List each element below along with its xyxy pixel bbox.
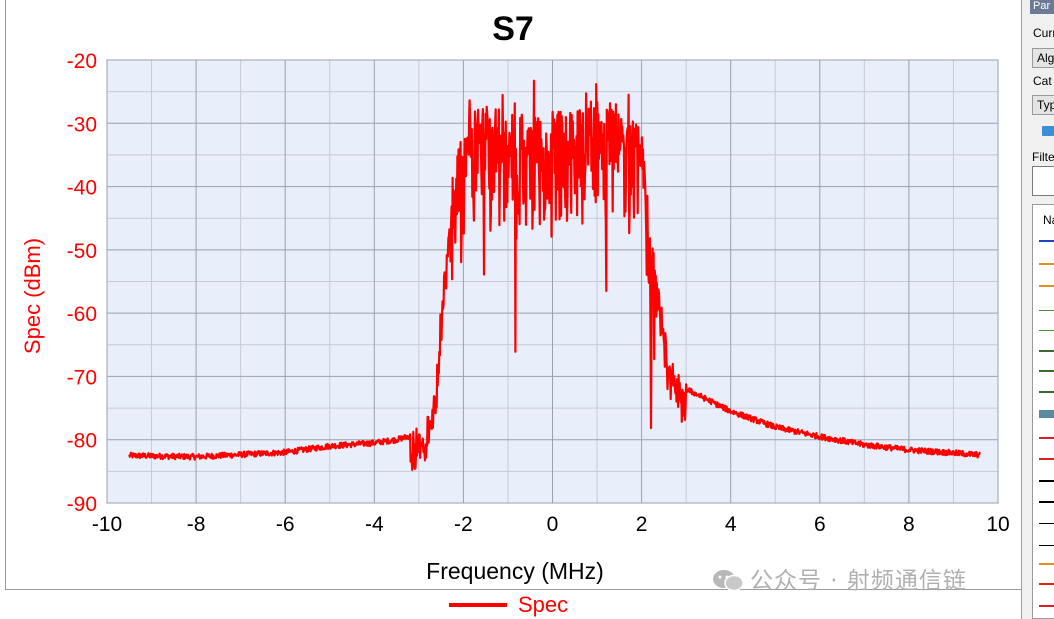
x-tick-label: 8 <box>903 513 915 536</box>
list-header-name: Na <box>1043 213 1054 227</box>
legend-label-spec: Spec <box>518 592 568 617</box>
algorithm-combo[interactable]: Alg <box>1032 48 1054 68</box>
x-tick-label: 10 <box>986 513 1009 536</box>
x-tick-label: 2 <box>636 513 648 536</box>
wechat-icon <box>713 570 744 591</box>
y-tick-label: -20 <box>67 50 97 73</box>
list-item-black-icon[interactable] <box>1039 480 1054 492</box>
plot-bottom-border <box>6 589 1022 590</box>
plot-left-border <box>0 0 6 590</box>
filter-label: Filte <box>1032 150 1054 164</box>
y-axis-label: Spec (dBm) <box>20 238 45 354</box>
list-item-red-icon[interactable] <box>1039 605 1054 617</box>
x-tick-label: -10 <box>92 513 122 536</box>
list-item-red-icon[interactable] <box>1039 458 1054 470</box>
watermark-text: 公众号 · 射频通信链 <box>750 568 967 594</box>
y-tick-label: -40 <box>67 177 97 200</box>
y-tick-label: -80 <box>67 430 97 453</box>
current-label: Curr <box>1033 26 1054 40</box>
list-item-grid-icon[interactable] <box>1039 410 1054 418</box>
list-item-orange-icon[interactable] <box>1039 285 1054 297</box>
y-tick-label: -90 <box>67 493 97 516</box>
y-tick-label: -60 <box>67 303 97 326</box>
y-tick-label: -50 <box>67 240 97 263</box>
x-tick-label: -4 <box>365 513 384 536</box>
x-tick-label: -6 <box>276 513 295 536</box>
chart-title: S7 <box>492 10 534 48</box>
signal-list[interactable]: Na <box>1032 204 1054 619</box>
plot-panel: -10 -8 -6 -4 -2 0 2 4 6 8 10 -90 -80 -70 -60 -50 -40 -30… <box>0 0 1022 619</box>
category-label: Cat <box>1033 74 1052 88</box>
y-tick-label: -70 <box>67 366 97 389</box>
watermark: 公众号 · 射频通信链 <box>712 561 967 595</box>
x-tick-label: 0 <box>547 513 559 536</box>
filter-input[interactable] <box>1032 166 1054 196</box>
list-item-red-icon[interactable] <box>1039 583 1054 595</box>
list-item-orange-icon[interactable] <box>1039 563 1054 575</box>
legend[interactable]: Spec <box>449 592 568 617</box>
folder-icon[interactable] <box>1042 126 1054 136</box>
series-line-spec <box>128 79 981 471</box>
x-axis-label: Frequency (MHz) <box>426 558 604 584</box>
x-tick-label: 6 <box>814 513 826 536</box>
list-item-green-icon[interactable] <box>1039 370 1054 382</box>
type-combo[interactable]: Typ <box>1032 95 1054 115</box>
x-tick-label: -2 <box>454 513 473 536</box>
list-item-black-icon[interactable] <box>1039 523 1054 534</box>
list-item-blue-icon[interactable] <box>1039 240 1054 252</box>
chart[interactable]: -10 -8 -6 -4 -2 0 2 4 6 8 10 -90-80-70-60-50-40-30… <box>0 0 1022 619</box>
right-panel: Par Curr Alg Cat Typ Filte Na <box>1024 0 1054 619</box>
list-item-green-icon[interactable] <box>1039 391 1054 403</box>
parameters-tab[interactable]: Par <box>1030 0 1054 14</box>
list-item-red-icon[interactable] <box>1039 437 1054 449</box>
y-tick-label: -30 <box>67 113 97 136</box>
list-item-green-icon[interactable] <box>1039 330 1054 341</box>
list-item-orange-icon[interactable] <box>1039 263 1054 275</box>
list-item-green-icon[interactable] <box>1039 310 1054 321</box>
list-item-black-icon[interactable] <box>1039 501 1054 513</box>
list-item-black-icon[interactable] <box>1039 545 1054 556</box>
y-tick-labels: -90 -80 -70 -60 -50 -40 -30 -20 <box>67 50 97 516</box>
x-tick-label: -8 <box>187 513 206 536</box>
list-item-green-icon[interactable] <box>1039 350 1054 362</box>
x-tick-label: 4 <box>725 513 737 536</box>
series-group <box>128 79 981 471</box>
x-tick-labels: -10 -8 -6 -4 -2 0 2 4 6 8 10 <box>92 513 1010 536</box>
